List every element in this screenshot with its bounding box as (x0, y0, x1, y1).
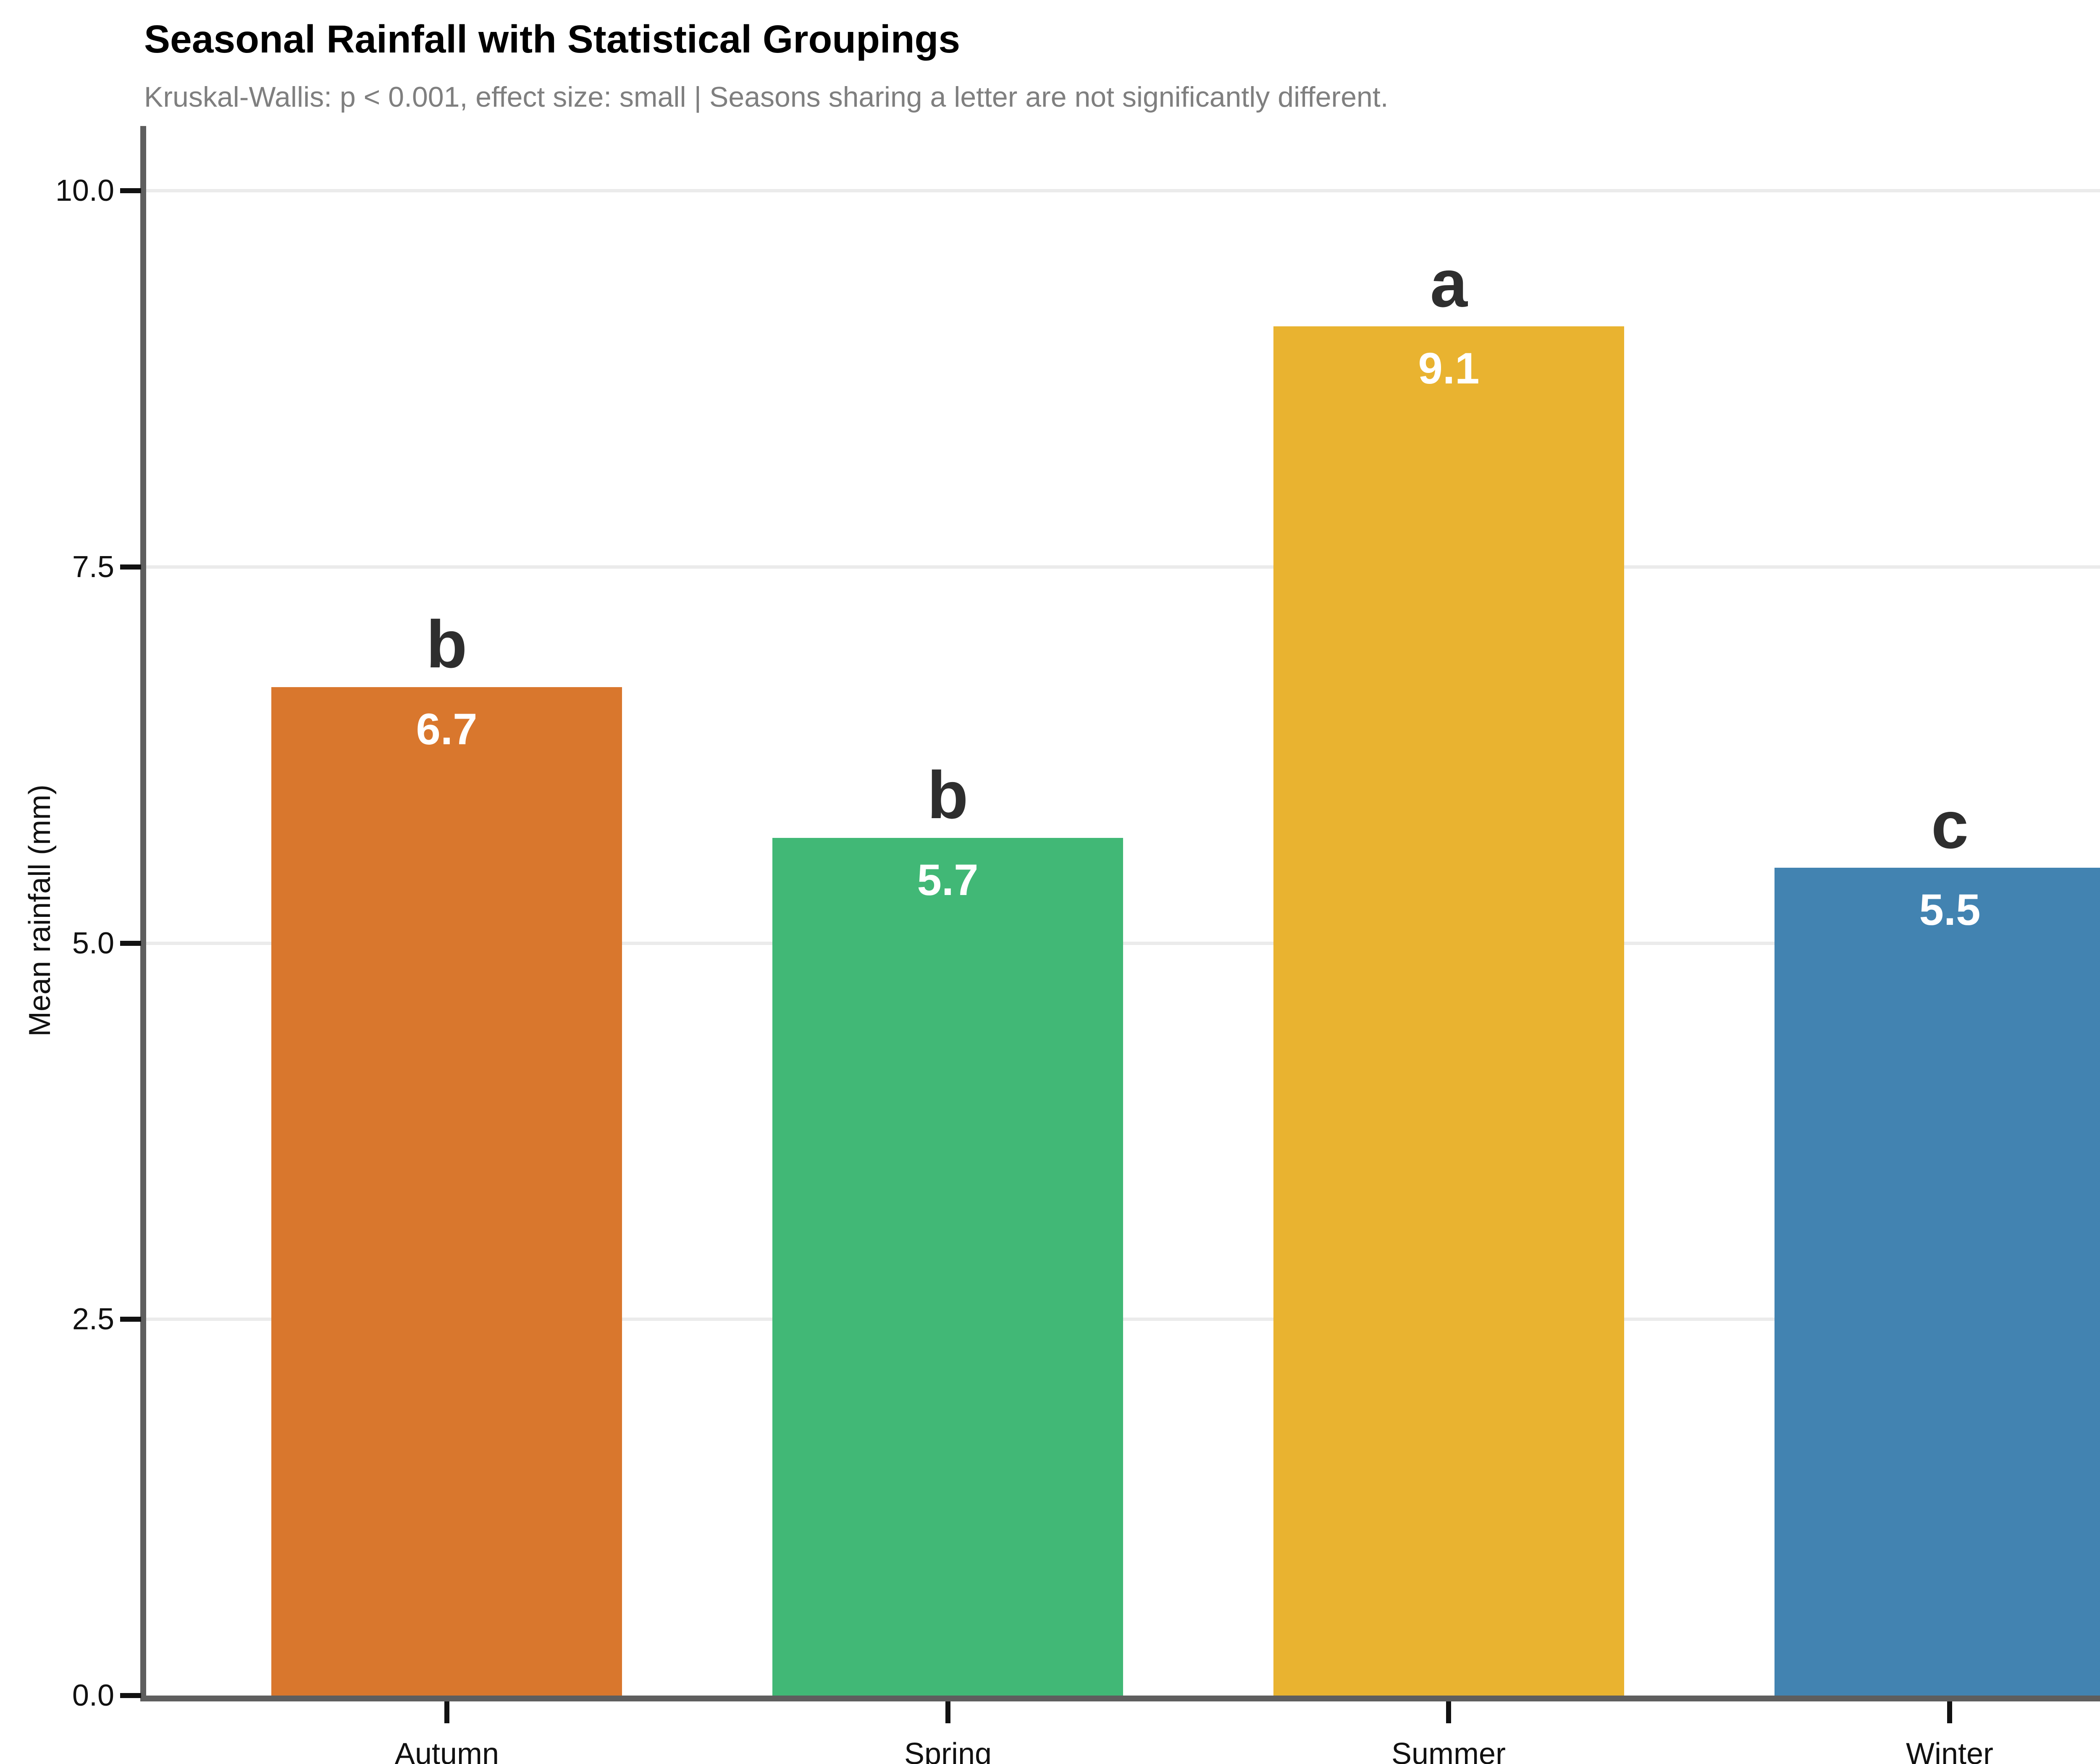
bar-value-label-winter: 5.5 (1919, 885, 1981, 934)
plot-panel: 6.7 b 5.7 b 9.1 a 5.5 c (146, 126, 2100, 1696)
bar-value-label-spring: 5.7 (917, 856, 979, 905)
chart-title: Seasonal Rainfall with Statistical Group… (144, 17, 961, 61)
x-tick-summer (1446, 1701, 1451, 1723)
bar-value-label-summer: 9.1 (1418, 344, 1480, 393)
bar-spring (772, 838, 1123, 1696)
y-tick-label-7.5: 7.5 (72, 550, 114, 584)
y-tick-2.5 (120, 1317, 141, 1322)
significance-letter-winter: c (1931, 787, 1969, 862)
bar-autumn (271, 687, 622, 1696)
y-tick-10.0 (120, 188, 141, 193)
x-tick-label-autumn: Autumn (394, 1737, 499, 1764)
gridline-y-10.0 (146, 189, 2100, 192)
y-tick-0.0 (120, 1693, 141, 1698)
x-axis-line (140, 1696, 2100, 1701)
y-tick-label-10.0: 10.0 (55, 174, 114, 207)
gridline-y-5.0 (146, 942, 2100, 945)
bar-winter (1774, 868, 2100, 1696)
x-tick-winter (1947, 1701, 1952, 1723)
significance-letter-summer: a (1430, 246, 1467, 321)
x-tick-spring (945, 1701, 950, 1723)
y-tick-7.5 (120, 564, 141, 570)
chart-subtitle: Kruskal-Wallis: p < 0.001, effect size: … (144, 81, 1389, 113)
y-tick-label-0.0: 0.0 (72, 1679, 114, 1712)
y-axis-title: Mean rainfall (mm) (23, 784, 57, 1037)
y-axis-line (140, 126, 146, 1701)
x-tick-label-winter: Winter (1906, 1737, 1994, 1764)
bar-summer (1273, 326, 1624, 1696)
x-tick-autumn (444, 1701, 449, 1723)
x-tick-label-spring: Spring (904, 1737, 992, 1764)
significance-letter-spring: b (927, 757, 969, 832)
x-tick-label-summer: Summer (1391, 1737, 1506, 1764)
gridline-y-7.5 (146, 565, 2100, 569)
y-tick-label-2.5: 2.5 (72, 1302, 114, 1336)
gridline-y-2.5 (146, 1318, 2100, 1321)
y-tick-label-5.0: 5.0 (72, 927, 114, 960)
bar-value-label-autumn: 6.7 (416, 705, 478, 754)
y-tick-5.0 (120, 941, 141, 946)
significance-letter-autumn: b (426, 606, 467, 682)
